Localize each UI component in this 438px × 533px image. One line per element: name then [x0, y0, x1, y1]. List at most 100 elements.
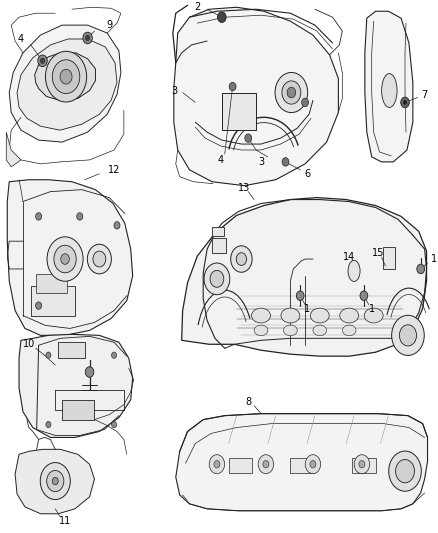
Circle shape: [310, 461, 316, 468]
Bar: [212, 227, 224, 236]
Polygon shape: [7, 180, 133, 335]
Text: 2: 2: [194, 2, 201, 12]
Circle shape: [40, 463, 70, 499]
Text: 4: 4: [218, 155, 224, 165]
Ellipse shape: [364, 308, 383, 323]
Ellipse shape: [283, 325, 297, 336]
Circle shape: [93, 251, 106, 267]
Ellipse shape: [348, 260, 360, 281]
Circle shape: [46, 352, 51, 358]
Bar: [58, 342, 85, 358]
Text: 6: 6: [304, 169, 310, 179]
Circle shape: [47, 471, 64, 491]
Polygon shape: [31, 286, 75, 316]
Circle shape: [354, 455, 370, 474]
Circle shape: [297, 291, 304, 301]
Circle shape: [47, 237, 83, 281]
Circle shape: [305, 455, 321, 474]
Circle shape: [210, 270, 224, 287]
Text: 3: 3: [172, 85, 178, 95]
Text: 4: 4: [18, 34, 24, 44]
Polygon shape: [176, 414, 427, 511]
Circle shape: [46, 422, 51, 428]
Circle shape: [258, 455, 274, 474]
Bar: [383, 247, 396, 269]
Text: 10: 10: [23, 340, 35, 349]
Circle shape: [360, 291, 368, 301]
Text: 11: 11: [59, 516, 71, 526]
Bar: [229, 458, 252, 473]
Text: 13: 13: [238, 183, 251, 192]
Circle shape: [52, 478, 58, 484]
Text: 15: 15: [372, 248, 385, 258]
Ellipse shape: [313, 325, 327, 336]
Circle shape: [85, 367, 94, 377]
Text: 1: 1: [369, 304, 375, 313]
Circle shape: [85, 35, 90, 41]
Circle shape: [282, 81, 301, 104]
Circle shape: [417, 264, 424, 274]
Bar: [35, 274, 67, 293]
Text: 9: 9: [106, 20, 112, 30]
Ellipse shape: [311, 308, 329, 323]
Polygon shape: [17, 39, 117, 130]
Circle shape: [218, 12, 226, 22]
Circle shape: [35, 302, 42, 309]
Text: 3: 3: [258, 157, 264, 167]
Circle shape: [403, 100, 407, 104]
Polygon shape: [6, 132, 21, 167]
Circle shape: [52, 60, 80, 94]
Circle shape: [60, 69, 72, 84]
Circle shape: [245, 134, 252, 142]
Ellipse shape: [343, 325, 356, 336]
Circle shape: [389, 451, 421, 491]
Polygon shape: [222, 93, 256, 130]
Bar: [290, 458, 314, 473]
Circle shape: [54, 245, 76, 273]
Circle shape: [214, 461, 220, 468]
Circle shape: [401, 97, 409, 108]
Circle shape: [114, 222, 120, 229]
Circle shape: [263, 461, 269, 468]
Polygon shape: [174, 7, 339, 185]
Ellipse shape: [251, 308, 270, 323]
Circle shape: [46, 51, 87, 102]
Ellipse shape: [281, 308, 300, 323]
Text: 7: 7: [421, 91, 428, 101]
Bar: [212, 238, 226, 253]
Text: 1: 1: [304, 304, 310, 313]
Circle shape: [229, 82, 236, 91]
Circle shape: [392, 316, 424, 356]
Circle shape: [209, 455, 225, 474]
Circle shape: [396, 459, 414, 483]
Circle shape: [61, 254, 69, 264]
Text: 8: 8: [245, 397, 251, 407]
Circle shape: [231, 246, 252, 272]
Text: 1: 1: [431, 254, 437, 264]
Ellipse shape: [340, 308, 359, 323]
Polygon shape: [365, 11, 413, 162]
Circle shape: [112, 352, 117, 358]
Polygon shape: [35, 53, 95, 100]
Ellipse shape: [254, 325, 268, 336]
Circle shape: [83, 32, 92, 44]
Circle shape: [87, 244, 111, 274]
Polygon shape: [62, 400, 95, 419]
Text: 12: 12: [108, 165, 120, 175]
Circle shape: [399, 325, 417, 346]
Circle shape: [302, 98, 308, 107]
Circle shape: [204, 263, 230, 295]
Polygon shape: [9, 25, 121, 142]
Text: 14: 14: [343, 252, 355, 262]
Polygon shape: [182, 198, 427, 356]
Circle shape: [112, 422, 117, 428]
Circle shape: [35, 213, 42, 220]
Circle shape: [236, 253, 247, 265]
Circle shape: [359, 461, 365, 468]
Circle shape: [282, 158, 289, 166]
Circle shape: [287, 87, 296, 98]
Polygon shape: [19, 334, 133, 438]
Circle shape: [77, 213, 83, 220]
Circle shape: [275, 72, 307, 112]
Bar: [352, 458, 376, 473]
